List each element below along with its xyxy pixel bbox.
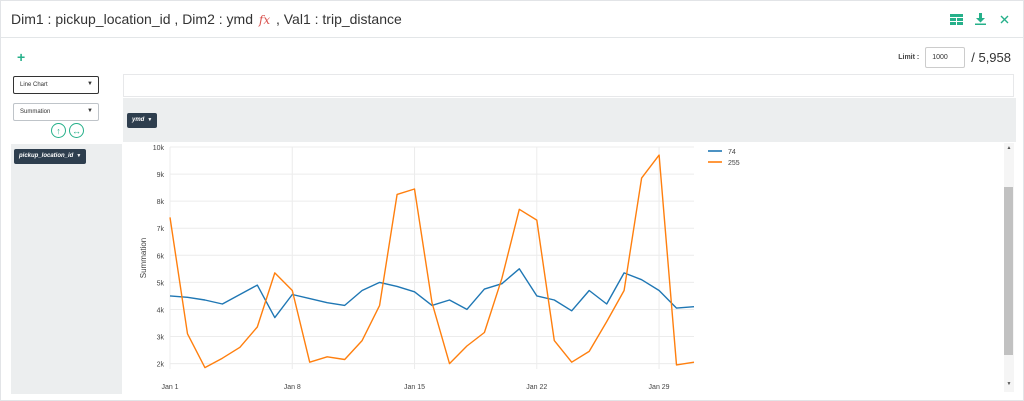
y-tick-label: 7k [157, 226, 165, 233]
arrow-horizontal-icon: ↔ [72, 125, 81, 136]
chart-type-select[interactable]: Line Chart ▼ [13, 76, 99, 94]
close-icon[interactable] [997, 12, 1011, 26]
row-field-label: pickup_location_id [19, 153, 74, 159]
y-tick-label: 9k [157, 172, 165, 179]
table-icon[interactable] [949, 12, 963, 26]
y-tick-label: 3k [157, 335, 165, 342]
title-dims: Dim1 : pickup_location_id , Dim2 : ymd [11, 11, 257, 27]
legend-label[interactable]: 74 [728, 149, 736, 156]
y-tick-label: 4k [157, 307, 165, 314]
y-axis: 2k 3k 4k 5k 6k 7k 8k 9k 10k [153, 145, 165, 369]
x-tick-label: Jan 8 [284, 384, 301, 391]
x-axis: Jan 1 Jan 8 Jan 15 Jan 22 Jan 29 [161, 384, 669, 391]
scrollbar-thumb[interactable] [1004, 187, 1013, 355]
x-tick-label: Jan 22 [526, 384, 547, 391]
aggregation-select[interactable]: Summation ▼ [13, 103, 99, 121]
chart-type-value: Line Chart [20, 82, 48, 88]
limit-label: Limit : [898, 54, 920, 61]
widget-header: Dim1 : pickup_location_id , Dim2 : ymd f… [1, 1, 1023, 38]
column-field-pill[interactable]: ymd ▼ [127, 113, 158, 128]
total-count: / 5,958 [971, 50, 1011, 65]
y-tick-label: 2k [157, 362, 165, 369]
add-button[interactable]: + [17, 49, 26, 65]
row-field-pill[interactable]: pickup_location_id ▼ [14, 149, 87, 164]
chevron-down-icon: ▼ [76, 153, 82, 159]
legend-label[interactable]: 255 [728, 160, 740, 167]
y-axis-label: Summation [139, 238, 148, 278]
aggregation-value: Summation [20, 109, 51, 115]
chevron-down-icon: ▼ [87, 108, 93, 114]
chart-series [169, 154, 695, 369]
swap-horizontal-button[interactable]: ↔ [69, 123, 84, 138]
scroll-up-icon[interactable]: ▲ [1006, 145, 1012, 151]
x-tick-label: Jan 29 [649, 384, 670, 391]
y-tick-label: 8k [157, 199, 165, 206]
fx-icon: fx [258, 13, 271, 27]
chart-grid [169, 146, 694, 369]
chevron-down-icon: ▼ [147, 117, 153, 123]
chart-legend: 74 255 [708, 149, 740, 167]
row-fields-area: pickup_location_id ▼ [11, 144, 122, 394]
widget-title: Dim1 : pickup_location_id , Dim2 : ymd f… [11, 11, 402, 27]
series-line-255[interactable] [169, 154, 695, 369]
column-field-label: ymd [132, 117, 145, 123]
y-tick-label: 5k [157, 280, 165, 287]
arrow-up-icon: ↑ [56, 125, 61, 136]
x-tick-label: Jan 15 [404, 384, 425, 391]
chevron-down-icon: ▼ [87, 81, 93, 87]
limit-input[interactable] [925, 47, 966, 68]
limit-control: Limit : / 5,958 [898, 47, 1011, 68]
title-value: , Val1 : trip_distance [272, 11, 402, 27]
scroll-down-icon[interactable]: ▼ [1006, 381, 1012, 387]
filter-drop-area [123, 74, 1014, 97]
y-tick-label: 6k [157, 253, 165, 260]
download-icon[interactable] [973, 12, 987, 26]
swap-vertical-button[interactable]: ↑ [51, 123, 66, 138]
series-line-74[interactable] [169, 268, 695, 319]
y-tick-label: 10k [153, 145, 165, 152]
x-tick-label: Jan 1 [161, 384, 178, 391]
column-fields-area: ymd ▼ [123, 98, 1016, 142]
